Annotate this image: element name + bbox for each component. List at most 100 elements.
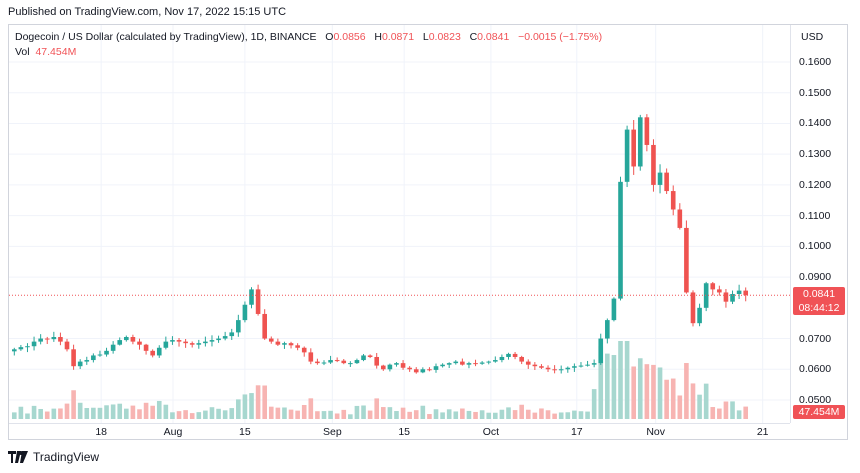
- candle-body[interactable]: [380, 365, 386, 370]
- candle-body[interactable]: [275, 341, 281, 345]
- candle-body[interactable]: [150, 350, 155, 356]
- candle-body[interactable]: [163, 341, 169, 348]
- candle-body[interactable]: [703, 283, 709, 308]
- candle-body[interactable]: [644, 117, 650, 145]
- candle-body[interactable]: [479, 362, 485, 364]
- candle-body[interactable]: [717, 289, 722, 293]
- candle-body[interactable]: [64, 341, 70, 350]
- candle-body[interactable]: [493, 360, 498, 362]
- price-axis[interactable]: USD 0.1600 0.1500 0.1400 0.1300 0.1200 0.1100…: [790, 25, 849, 423]
- candle-body[interactable]: [743, 290, 749, 296]
- candle-body[interactable]: [736, 290, 742, 294]
- candle-body[interactable]: [97, 354, 103, 356]
- candle-body[interactable]: [328, 360, 333, 363]
- candle-body[interactable]: [170, 340, 175, 342]
- candle-body[interactable]: [301, 347, 307, 353]
- candle-body[interactable]: [413, 369, 419, 373]
- candle-body[interactable]: [104, 350, 109, 355]
- candle-body[interactable]: [545, 367, 551, 370]
- candle-body[interactable]: [730, 293, 735, 302]
- candle-body[interactable]: [367, 355, 373, 357]
- candle-body[interactable]: [440, 364, 445, 367]
- candle-body[interactable]: [209, 340, 215, 342]
- candle-body[interactable]: [723, 292, 729, 302]
- candle-body[interactable]: [77, 361, 83, 367]
- candle-body[interactable]: [677, 209, 683, 228]
- candle-body[interactable]: [282, 343, 287, 345]
- candle-body[interactable]: [473, 363, 478, 365]
- candle-body[interactable]: [552, 369, 557, 371]
- candle-body[interactable]: [262, 313, 267, 339]
- candle-body[interactable]: [242, 304, 248, 321]
- candle-body[interactable]: [222, 336, 228, 339]
- candle-body[interactable]: [110, 344, 116, 351]
- candle-body[interactable]: [433, 366, 439, 370]
- time-axis[interactable]: 18 Aug 15 Sep 15 Oct 17 Nov 21: [9, 423, 790, 441]
- candle-body[interactable]: [11, 349, 17, 352]
- candle-body[interactable]: [624, 129, 630, 182]
- candle-body[interactable]: [308, 352, 314, 362]
- candle-body[interactable]: [519, 356, 524, 362]
- candle-body[interactable]: [697, 307, 702, 324]
- candle-body[interactable]: [446, 363, 452, 365]
- candle-body[interactable]: [611, 298, 617, 321]
- candle-body[interactable]: [664, 172, 669, 192]
- candle-body[interactable]: [51, 337, 57, 340]
- candle-body[interactable]: [236, 320, 241, 333]
- candle-body[interactable]: [512, 353, 518, 357]
- candle-body[interactable]: [249, 289, 254, 305]
- candle-body[interactable]: [84, 360, 90, 362]
- candle-body[interactable]: [605, 320, 610, 339]
- candle-body[interactable]: [618, 181, 623, 299]
- candle-body[interactable]: [354, 360, 360, 364]
- candle-body[interactable]: [348, 363, 353, 365]
- candle-body[interactable]: [394, 363, 399, 365]
- candle-body[interactable]: [710, 283, 716, 290]
- candle-body[interactable]: [25, 346, 30, 348]
- candle-body[interactable]: [196, 343, 202, 345]
- candle-body[interactable]: [38, 338, 43, 342]
- candle-body[interactable]: [117, 340, 123, 345]
- candle-body[interactable]: [684, 227, 689, 293]
- candle-body[interactable]: [387, 364, 393, 370]
- candle-body[interactable]: [268, 338, 274, 342]
- candle-body[interactable]: [539, 366, 544, 368]
- candle-body[interactable]: [670, 191, 676, 210]
- candle-body[interactable]: [631, 129, 636, 167]
- candle-body[interactable]: [18, 347, 24, 350]
- candle-body[interactable]: [124, 337, 129, 341]
- candle-body[interactable]: [321, 362, 327, 364]
- candle-body[interactable]: [255, 289, 261, 314]
- candle-body[interactable]: [334, 360, 340, 362]
- candle-body[interactable]: [130, 337, 136, 342]
- candle-body[interactable]: [572, 366, 577, 368]
- candle-body[interactable]: [427, 369, 432, 371]
- candle-body[interactable]: [506, 353, 511, 357]
- candle-body[interactable]: [143, 344, 149, 351]
- candle-body[interactable]: [453, 361, 459, 364]
- candle-body[interactable]: [558, 369, 564, 371]
- candle-body[interactable]: [460, 361, 465, 365]
- candle-body[interactable]: [690, 292, 696, 324]
- candle-body[interactable]: [203, 341, 208, 344]
- plot-area[interactable]: Dogecoin / US Dollar (calculated by Trad…: [9, 25, 790, 423]
- candle-body[interactable]: [591, 363, 597, 365]
- candle-body[interactable]: [229, 332, 235, 337]
- price-plot[interactable]: [9, 25, 790, 423]
- candle-body[interactable]: [176, 340, 182, 342]
- candle-body[interactable]: [374, 356, 380, 366]
- candle-body[interactable]: [44, 338, 50, 340]
- candle-body[interactable]: [189, 343, 195, 345]
- candle-body[interactable]: [31, 341, 37, 347]
- candle-body[interactable]: [578, 365, 584, 367]
- candle-body[interactable]: [216, 338, 221, 341]
- candle-body[interactable]: [525, 361, 531, 365]
- candle-body[interactable]: [499, 356, 505, 361]
- candle-body[interactable]: [295, 345, 300, 348]
- candle-body[interactable]: [156, 347, 162, 356]
- candle-body[interactable]: [91, 355, 96, 361]
- candle-body[interactable]: [532, 364, 538, 367]
- candle-body[interactable]: [466, 363, 472, 365]
- candle-body[interactable]: [585, 364, 590, 366]
- candle-body[interactable]: [400, 363, 406, 368]
